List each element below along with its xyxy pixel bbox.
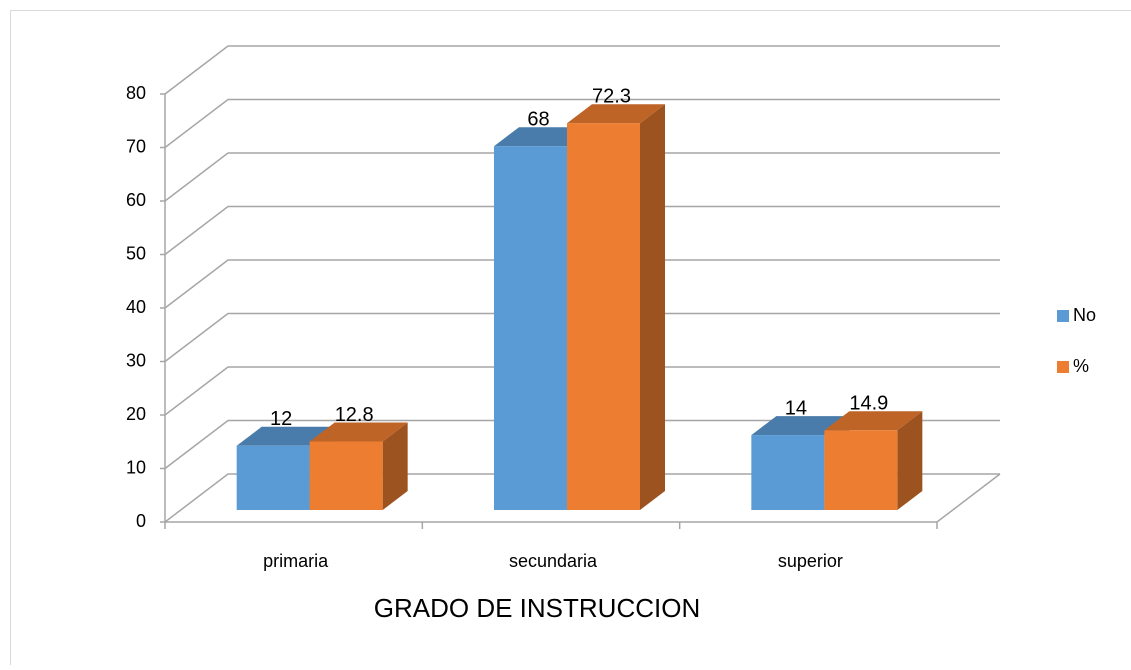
legend-swatch: [1057, 310, 1069, 322]
bar: [751, 435, 824, 510]
value-label: 14.9: [849, 393, 888, 415]
bar-side: [640, 104, 665, 510]
y-tick-label: 40: [126, 297, 146, 317]
x-tick-label: primaria: [263, 551, 329, 571]
y-tick-label: 80: [126, 83, 146, 103]
bar: [310, 442, 383, 510]
y-tick-label: 20: [126, 404, 146, 424]
legend-label: No: [1073, 305, 1096, 325]
bar: [237, 446, 310, 510]
grid-line: [165, 46, 1000, 94]
legend-label: %: [1073, 356, 1089, 376]
y-tick-label: 10: [126, 457, 146, 477]
legend-swatch: [1057, 361, 1069, 373]
bar: [494, 146, 567, 510]
bar: [567, 123, 640, 510]
y-tick-label: 50: [126, 243, 146, 263]
x-axis-title: GRADO DE INSTRUCCION: [374, 593, 700, 623]
value-label: 12: [270, 408, 292, 430]
value-label: 12.8: [335, 404, 374, 426]
bar: [824, 430, 897, 510]
x-tick-label: superior: [778, 551, 843, 571]
value-label: 14: [785, 397, 807, 419]
y-tick-label: 60: [126, 190, 146, 210]
y-tick-label: 0: [136, 511, 146, 531]
value-label: 68: [527, 108, 549, 130]
y-tick-label: 30: [126, 350, 146, 370]
value-label: 72.3: [592, 85, 631, 107]
y-tick-label: 70: [126, 136, 146, 156]
x-tick-label: secundaria: [509, 551, 598, 571]
